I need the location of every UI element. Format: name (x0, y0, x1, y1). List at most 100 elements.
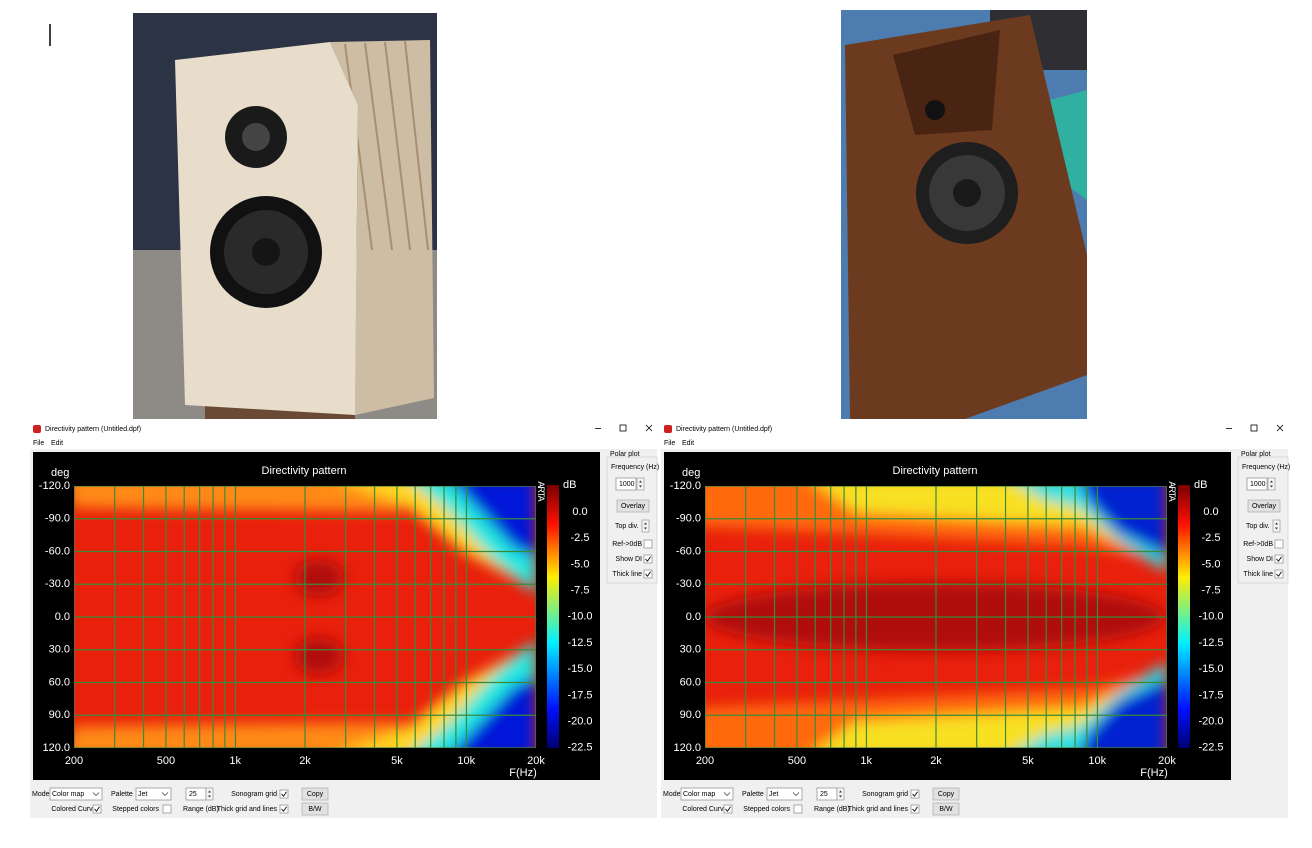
checkbox-label[interactable]: Ref->0dB (1243, 541, 1273, 548)
checkbox-label[interactable]: Thick line (612, 571, 642, 578)
field-label: Top div. (615, 523, 639, 530)
checkbox[interactable] (1274, 554, 1284, 564)
checkbox[interactable] (92, 804, 102, 814)
range-value[interactable]: 25 (189, 791, 197, 798)
app-icon (664, 425, 672, 433)
maximize-button[interactable] (619, 424, 627, 432)
button-label[interactable]: Copy (307, 791, 324, 798)
spinner[interactable] (1267, 477, 1276, 491)
spinner[interactable] (636, 477, 645, 491)
checkbox[interactable] (910, 789, 920, 799)
field-label: Top div. (1246, 523, 1270, 530)
menu-item[interactable]: File (664, 440, 675, 447)
colorbar-tick-label: -22.5 (567, 742, 592, 754)
plot-title: Directivity pattern (893, 465, 978, 477)
photo-horn (893, 30, 1000, 135)
button[interactable] (932, 802, 960, 816)
checkbox[interactable] (643, 569, 653, 579)
checkbox-label[interactable]: Colored Curves (682, 806, 731, 813)
button[interactable] (301, 787, 329, 801)
colorbar-tick-label: -20.0 (1198, 716, 1223, 728)
frequency-value[interactable]: 1000 (619, 481, 635, 488)
x-tick-label: 200 (65, 755, 83, 767)
checkbox[interactable] (910, 804, 920, 814)
x-tick-label: 200 (696, 755, 714, 767)
button-label[interactable]: B/W (308, 806, 322, 813)
spinner[interactable] (1272, 519, 1281, 533)
checkbox[interactable] (279, 789, 289, 799)
checkbox[interactable] (279, 804, 289, 814)
checkmark (94, 806, 100, 812)
checkbox[interactable] (1274, 569, 1284, 579)
x-tick-label: 2k (299, 755, 311, 767)
heatmap-region (455, 486, 536, 558)
close-button[interactable] (645, 424, 653, 432)
photo-cabinet-side (330, 40, 434, 415)
spinner[interactable] (205, 787, 214, 801)
button[interactable] (616, 499, 650, 513)
button-label[interactable]: Overlay (621, 503, 646, 510)
dropdown[interactable] (680, 787, 734, 801)
colorbar-label: dB (563, 479, 576, 491)
y-tick-label: -60.0 (676, 545, 701, 557)
x-tick-label: 1k (229, 755, 241, 767)
checkbox[interactable] (643, 539, 653, 549)
heatmap-region (74, 486, 404, 512)
checkbox-label[interactable]: Show DI (1247, 556, 1274, 563)
checkbox[interactable] (1274, 539, 1284, 549)
checkbox-label[interactable]: Sonogram grid (862, 791, 908, 798)
colorbar-tick-label: 0.0 (1203, 506, 1218, 518)
menu-item[interactable]: Edit (682, 440, 694, 447)
checkbox-label[interactable]: Show DI (616, 556, 643, 563)
button[interactable] (301, 802, 329, 816)
sonogram-grid (74, 486, 536, 748)
menu-item[interactable]: Edit (51, 440, 63, 447)
checkbox[interactable] (643, 554, 653, 564)
checkbox-label[interactable]: Thick grid and lines (217, 806, 278, 813)
title-bar (30, 420, 657, 437)
checkbox[interactable] (723, 804, 733, 814)
y-axis-label: deg (682, 467, 700, 479)
checkbox-label[interactable]: Stepped colors (743, 806, 790, 813)
colorbar-tick-label: -2.5 (571, 532, 590, 544)
checkbox[interactable] (793, 804, 803, 814)
menu-item[interactable]: File (33, 440, 44, 447)
range-value[interactable]: 25 (820, 791, 828, 798)
checkbox-label[interactable]: Thick line (1243, 571, 1273, 578)
field-label: Palette (742, 791, 764, 798)
frequency-input[interactable] (615, 477, 637, 491)
x-axis-label: F(Hz) (1140, 767, 1168, 779)
colorbar-tick-label: -10.0 (567, 611, 592, 623)
colorbar-tick-label: -5.0 (571, 558, 590, 570)
checkmark (912, 806, 918, 812)
dropdown-arrow (792, 792, 800, 796)
y-tick-label: 30.0 (49, 644, 70, 656)
colorbar-tick-label: -12.5 (1198, 637, 1223, 649)
dropdown-value[interactable]: Color map (52, 791, 84, 798)
dropdown[interactable] (766, 787, 803, 801)
checkbox[interactable] (162, 804, 172, 814)
maximize-button[interactable] (1250, 424, 1258, 432)
dropdown[interactable] (49, 787, 103, 801)
button-label[interactable]: Copy (938, 791, 955, 798)
button[interactable] (932, 787, 960, 801)
y-tick-label: 0.0 (686, 611, 701, 623)
checkbox-label[interactable]: Thick grid and lines (848, 806, 909, 813)
frequency-value[interactable]: 1000 (1250, 481, 1266, 488)
dropdown[interactable] (135, 787, 172, 801)
button-label[interactable]: B/W (939, 806, 953, 813)
dropdown-value[interactable]: Color map (683, 791, 715, 798)
checkbox-label[interactable]: Ref->0dB (612, 541, 642, 548)
checkbox-label[interactable]: Sonogram grid (231, 791, 277, 798)
close-button[interactable] (1276, 424, 1284, 432)
frequency-input[interactable] (1246, 477, 1268, 491)
checkbox-label[interactable]: Stepped colors (112, 806, 159, 813)
spinner[interactable] (836, 787, 845, 801)
x-tick-label: 5k (391, 755, 403, 767)
dropdown-value[interactable]: Jet (138, 791, 147, 798)
button-label[interactable]: Overlay (1252, 503, 1277, 510)
button[interactable] (1247, 499, 1281, 513)
dropdown-value[interactable]: Jet (769, 791, 778, 798)
checkbox-label[interactable]: Colored Curves (51, 806, 100, 813)
spinner[interactable] (641, 519, 650, 533)
